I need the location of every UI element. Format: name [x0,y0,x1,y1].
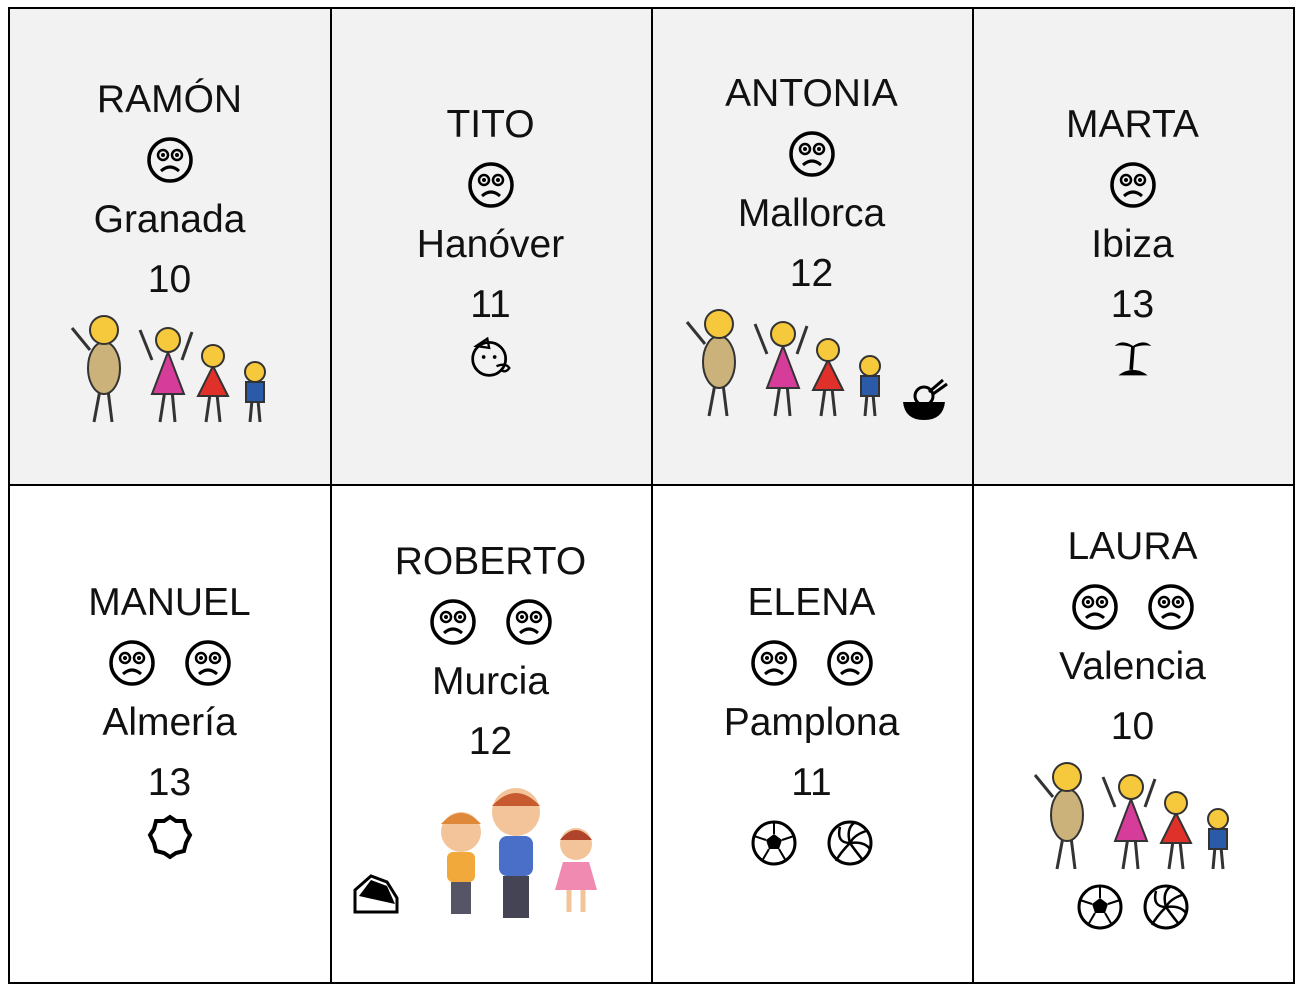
city: Valencia [1059,645,1206,688]
balls [750,813,874,873]
name: TITO [446,103,535,146]
balls [1076,877,1190,937]
faces [1071,577,1195,637]
party-icon [470,336,511,377]
island-icon [1114,342,1151,376]
sad-face [429,598,477,646]
city: Murcia [431,660,550,703]
sad-face [505,598,553,646]
sad-face [788,130,836,178]
number: 12 [468,720,513,763]
name: ROBERTO [394,540,587,583]
sun-icon [147,814,192,860]
number: 12 [789,252,834,295]
name: MARTA [1066,103,1199,146]
number: 11 [470,283,511,326]
number: 13 [1110,283,1155,326]
soccer-ball [750,819,798,867]
name: MANUEL [88,581,251,624]
number: 10 [1110,705,1155,748]
page: RAMÓN Granada 10 TITO Hanóver 11 ANTONIA… [8,7,1295,984]
bowl-icon [902,378,948,420]
cell [8,7,332,486]
faces [146,130,194,190]
name: LAURA [1067,525,1198,568]
number: 13 [147,761,192,804]
volleyball [826,819,874,867]
sad-face [1071,583,1119,631]
card: ROBERTO Murcia 12 [330,532,651,922]
family-picture [675,304,895,424]
cell [8,484,332,984]
faces [1109,155,1157,215]
city: Almería [102,701,237,744]
sad-face [108,639,156,687]
kids-picture [353,788,597,918]
faces [108,633,232,693]
sad-face [467,161,515,209]
city: Pamplona [723,701,900,744]
card: MARTA Ibiza 13 [972,95,1293,379]
family-picture [1023,757,1243,877]
sad-face [146,136,194,184]
name: ANTONIA [725,72,898,115]
faces [750,633,874,693]
family-picture [60,310,280,430]
faces [788,124,836,184]
city: Ibiza [1091,223,1174,266]
number: 11 [791,761,832,804]
volleyball [1142,883,1190,931]
sad-face [750,639,798,687]
cell [972,7,1295,486]
sad-face [1147,583,1195,631]
city: Granada [93,198,246,241]
sad-face [826,639,874,687]
cell [330,7,653,486]
pictures [675,304,949,424]
number: 10 [147,258,192,301]
cell [972,484,1295,984]
soccer-ball [1076,883,1124,931]
card: ELENA Pamplona 11 [651,573,972,873]
faces [429,592,553,652]
card: TITO Hanóver 11 [330,95,651,379]
city: Mallorca [737,192,886,235]
sad-face [184,639,232,687]
card: MANUEL Almería 13 [9,573,330,861]
faces [467,155,515,215]
city: Hanóver [416,223,565,266]
name: RAMÓN [96,78,243,121]
card: RAMÓN Granada 10 [9,70,330,430]
sad-face [1109,161,1157,209]
card: LAURA Valencia 10 [972,517,1293,937]
cell [651,484,974,984]
name: ELENA [747,581,876,624]
card: ANTONIA Mallorca 12 [651,64,972,424]
